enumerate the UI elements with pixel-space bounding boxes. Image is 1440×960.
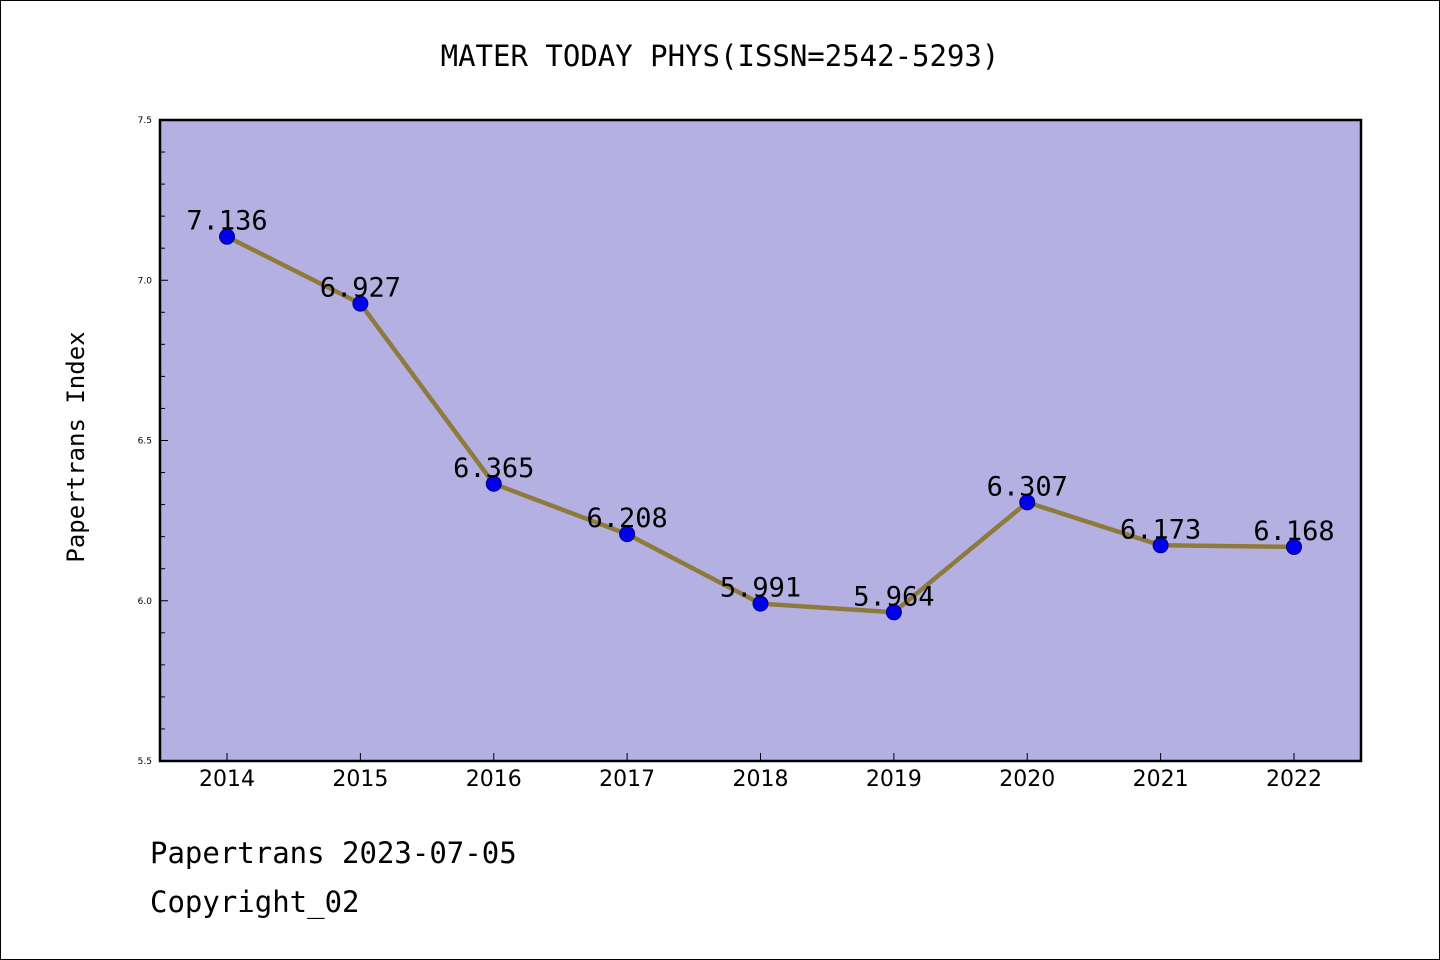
data-label: 7.136: [186, 206, 267, 237]
y-tick-label: 7.5: [138, 116, 152, 126]
data-point: [752, 595, 769, 612]
data-label: 6.927: [320, 273, 401, 304]
x-tick-label: 2022: [1266, 767, 1322, 792]
series-1: 7.136 6.927 6.365 6.208 5.991 5.964 6.307 6.173…: [186, 206, 1335, 621]
x-tick-label: 2015: [332, 767, 388, 792]
data-point: [1019, 494, 1036, 511]
data-point: [885, 604, 902, 621]
x-axis-ticks: 2014 2015 2016 2017 2018 2019 2020 2021 2022: [199, 753, 1322, 792]
data-point: [352, 295, 369, 312]
x-tick-label: 2018: [733, 767, 789, 792]
plot-area: [158, 118, 1363, 763]
data-point: [485, 475, 502, 492]
y-tick-label: 6.5: [138, 437, 152, 447]
data-label: 6.365: [453, 453, 534, 484]
x-tick-label: 2014: [199, 767, 255, 792]
y-tick-label: 6.0: [138, 597, 153, 607]
x-tick-label: 2020: [999, 767, 1055, 792]
data-label: 6.307: [987, 471, 1068, 502]
data-point: [1286, 538, 1302, 555]
x-tick-label: 2017: [599, 767, 655, 792]
data-label: 5.991: [720, 573, 801, 604]
y-axis-label: Papertrans Index: [62, 331, 90, 562]
chart-title: MATER TODAY PHYS(ISSN=2542-5293): [441, 39, 1000, 73]
data-point: [619, 526, 636, 543]
data-point: [1152, 537, 1169, 554]
y-axis-ticks: 5.5 6.0 6.5 7.0 7.5: [138, 116, 168, 767]
data-point: [219, 228, 235, 245]
x-tick-label: 2019: [866, 767, 922, 792]
x-tick-label: 2021: [1133, 767, 1189, 792]
data-label: 6.168: [1253, 516, 1334, 547]
footer-source-date: Papertrans 2023-07-05: [150, 836, 517, 870]
y-tick-label: 5.5: [138, 757, 152, 767]
footer-copyright: Copyright_02: [150, 885, 360, 919]
data-label: 6.173: [1120, 514, 1201, 545]
data-label: 5.964: [853, 581, 934, 612]
x-tick-label: 2016: [466, 767, 522, 792]
data-label: 6.208: [586, 503, 667, 534]
y-tick-label: 7.0: [138, 276, 153, 286]
